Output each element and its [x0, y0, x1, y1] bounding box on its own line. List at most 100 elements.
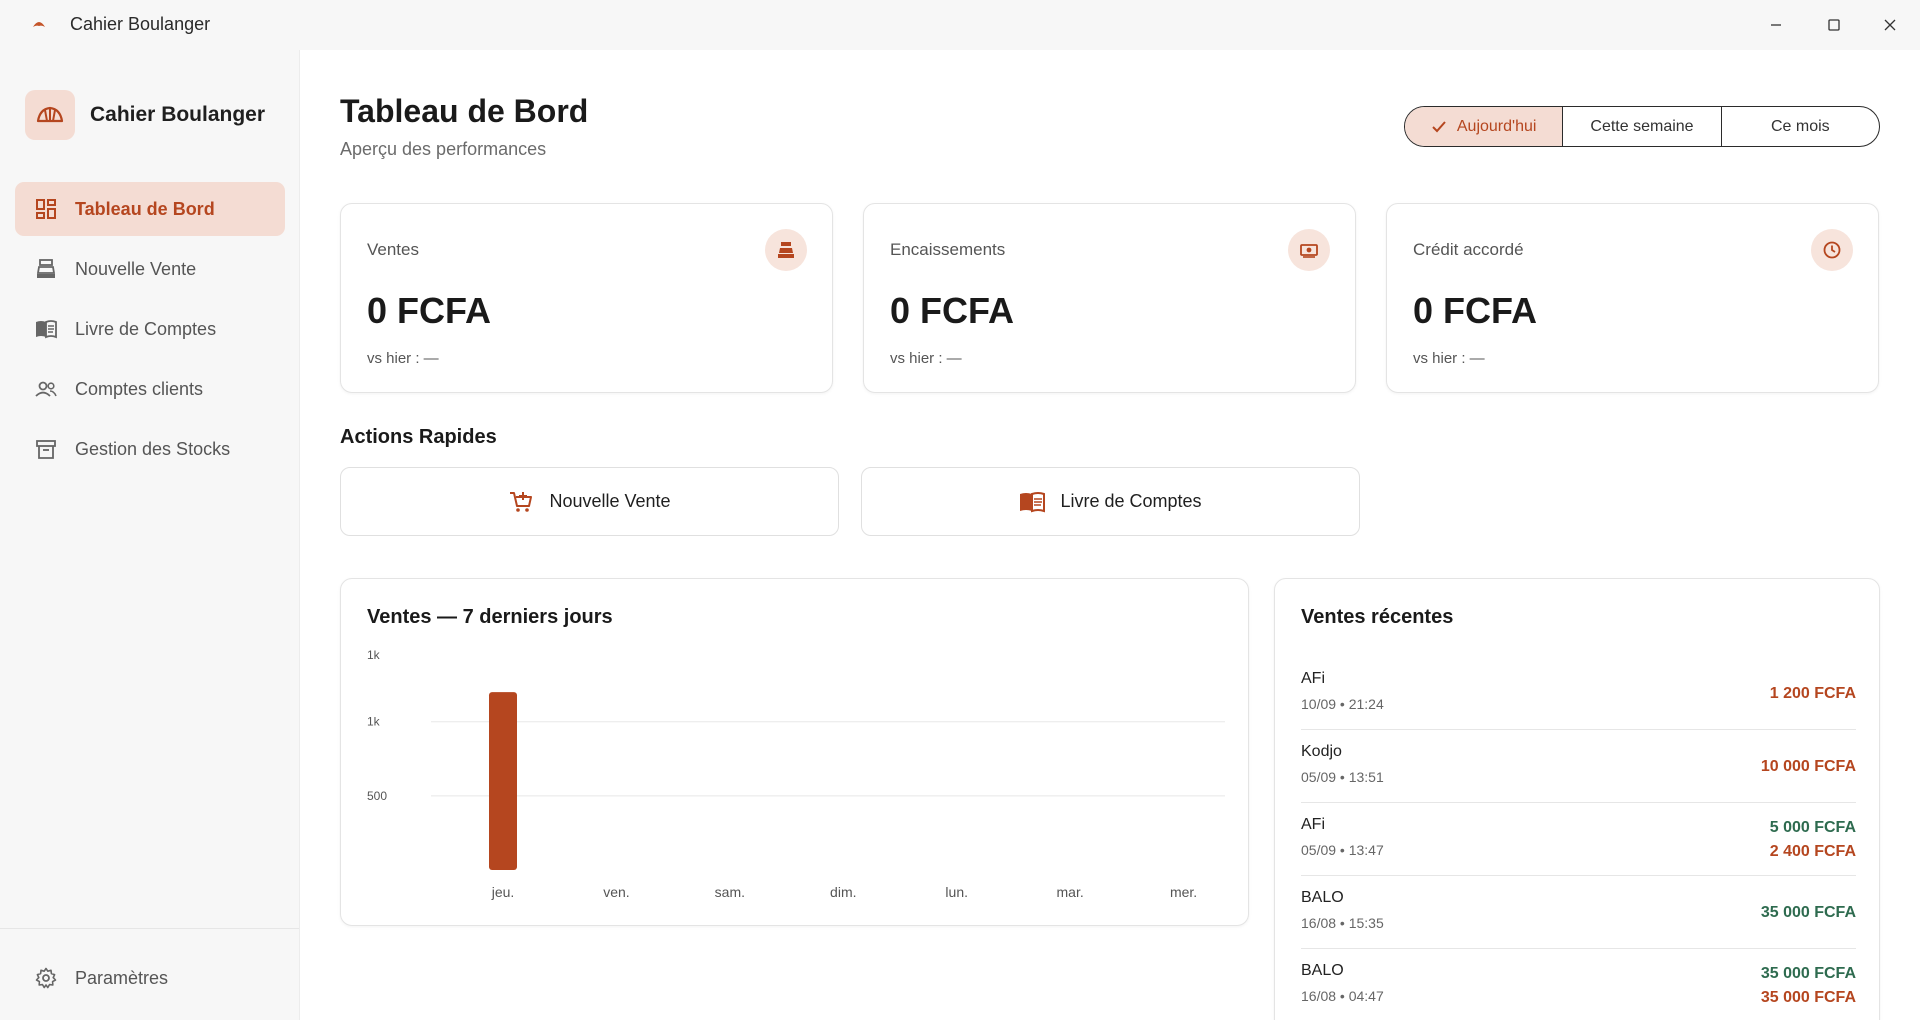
check-icon [1432, 120, 1446, 132]
money-icon [1300, 244, 1318, 258]
recent-sale-row[interactable]: Kodjo 05/09 • 13:51 10 000 FCFA [1301, 730, 1856, 803]
dashboard-icon [35, 198, 57, 220]
quick-actions-title: Actions Rapides [340, 426, 497, 448]
sidebar-footer: Paramètres [0, 928, 299, 1020]
sales-bar-chart: 500 1k 1k jeu. ven. sam. dim. lun. mar. mer. [367, 648, 1225, 900]
x-tick-label: lun. [945, 884, 968, 900]
stat-card-collections: Encaissements 0 FCFA vs hier : — [863, 203, 1356, 393]
quick-ledger-button[interactable]: Livre de Comptes [861, 467, 1360, 536]
stat-value: 0 FCFA [1413, 290, 1538, 331]
sales-chart-panel: Ventes — 7 derniers jours 500 1k 1k jeu. ven… [340, 578, 1249, 926]
x-tick-label: sam. [715, 884, 745, 900]
sale-datetime: 16/08 • 04:47 [1301, 988, 1384, 1004]
archive-icon [35, 438, 57, 460]
sidebar: Cahier Boulanger Tableau de Bord Nouvell… [0, 50, 300, 1020]
y-tick-label: 1k [367, 715, 381, 729]
sidebar-item-stocks[interactable]: Gestion des Stocks [15, 422, 285, 476]
cart-plus-icon [510, 491, 533, 512]
stat-value: 0 FCFA [890, 290, 1015, 331]
stat-compare: vs hier : — [1413, 350, 1485, 367]
stat-badge [765, 229, 807, 271]
x-tick-label: dim. [830, 884, 856, 900]
customer-name: AFi [1301, 816, 1325, 833]
period-week-button[interactable]: Cette semaine [1562, 107, 1720, 146]
y-tick-label: 500 [367, 789, 387, 803]
window-titlebar: Cahier Boulanger [0, 0, 1920, 50]
period-month-button[interactable]: Ce mois [1720, 107, 1879, 146]
stat-label: Crédit accordé [1413, 240, 1524, 259]
gear-icon [35, 967, 57, 989]
quick-action-label: Nouvelle Vente [549, 491, 671, 511]
sale-amount: 10 000 FCFA [1760, 757, 1856, 775]
stat-card-sales: Ventes 0 FCFA vs hier : — [340, 203, 833, 393]
sale-datetime: 05/09 • 13:51 [1301, 769, 1384, 785]
stat-badge [1288, 229, 1330, 271]
period-week-label: Cette semaine [1590, 117, 1694, 135]
page-subtitle: Aperçu des performances [340, 139, 547, 159]
sidebar-nav: Tableau de Bord Nouvelle Vente Livre de … [15, 182, 285, 482]
customer-name: AFi [1301, 670, 1325, 687]
quick-action-label: Livre de Comptes [1060, 491, 1202, 511]
stat-card-credit: Crédit accordé 0 FCFA vs hier : — [1386, 203, 1879, 393]
sale-amount: 1 200 FCFA [1769, 684, 1856, 702]
sidebar-item-dashboard[interactable]: Tableau de Bord [15, 182, 285, 236]
sale-amount: 35 000 FCFA [1760, 903, 1856, 921]
recent-sale-row[interactable]: AFi 10/09 • 21:24 1 200 FCFA [1301, 657, 1856, 730]
sale-amounts: 1 200 FCFA [1770, 657, 1856, 730]
main-content: Tableau de Bord Aperçu des performances … [300, 50, 1920, 1020]
stat-badge [1811, 229, 1853, 271]
sidebar-item-new-sale[interactable]: Nouvelle Vente [15, 242, 285, 296]
customer-name: BALO [1301, 889, 1344, 906]
period-filter: Aujourd'hui Cette semaine Ce mois [1404, 106, 1880, 147]
chart-bar[interactable] [489, 692, 517, 870]
minimize-button[interactable] [1763, 12, 1789, 38]
recent-sale-row[interactable]: AFi 05/09 • 13:47 5 000 FCFA 2 400 FCFA [1301, 803, 1856, 876]
maximize-icon [1828, 19, 1840, 31]
recent-sales-list: AFi 10/09 • 21:24 1 200 FCFA Kodjo 05/09 • 1… [1301, 657, 1856, 1020]
sale-datetime: 10/09 • 21:24 [1301, 696, 1384, 712]
period-month-label: Ce mois [1770, 117, 1830, 135]
settings-button[interactable]: Paramètres [15, 953, 285, 1003]
window-title: Cahier Boulanger [70, 14, 211, 34]
sidebar-item-label: Tableau de Bord [75, 198, 215, 219]
close-button[interactable] [1877, 12, 1903, 38]
people-icon [35, 378, 57, 400]
book-icon [35, 318, 57, 340]
y-tick-label: 1k [367, 648, 381, 662]
period-today-label: Aujourd'hui [1456, 117, 1537, 135]
page-title: Tableau de Bord [340, 93, 589, 129]
brand-name: Cahier Boulanger [90, 103, 266, 126]
customer-name: BALO [1301, 962, 1344, 979]
sale-amounts: 35 000 FCFA [1761, 876, 1856, 949]
sale-datetime: 16/08 • 15:35 [1301, 915, 1384, 931]
x-tick-label: ven. [603, 884, 629, 900]
settings-label: Paramètres [75, 967, 169, 988]
sale-amount: 35 000 FCFA [1760, 988, 1856, 1006]
sale-amounts: 10 000 FCFA [1761, 730, 1856, 803]
brand-logo [25, 90, 75, 140]
clock-icon [1823, 241, 1841, 259]
minimize-icon [1771, 24, 1781, 26]
stat-label: Ventes [367, 240, 419, 259]
sidebar-item-ledger[interactable]: Livre de Comptes [15, 302, 285, 356]
recent-sale-row[interactable]: BALO 16/08 • 15:35 35 000 FCFA [1301, 876, 1856, 949]
x-tick-label: mar. [1057, 884, 1084, 900]
sidebar-item-label: Gestion des Stocks [75, 438, 231, 459]
maximize-button[interactable] [1821, 12, 1847, 38]
recent-sale-row[interactable]: BALO 16/08 • 04:47 35 000 FCFA 35 000 FCFA [1301, 949, 1856, 1020]
croissant-icon [36, 106, 64, 123]
croissant-icon [33, 22, 45, 27]
period-today-button[interactable]: Aujourd'hui [1405, 107, 1563, 146]
recent-sales-title: Ventes récentes [1301, 606, 1454, 628]
chart-title: Ventes — 7 derniers jours [367, 606, 613, 628]
sale-amount: 2 400 FCFA [1769, 842, 1856, 860]
x-tick-label: jeu. [491, 884, 515, 900]
sidebar-item-label: Livre de Comptes [75, 318, 217, 339]
sidebar-item-customers[interactable]: Comptes clients [15, 362, 285, 416]
recent-sales-panel: Ventes récentes AFi 10/09 • 21:24 1 200 FC… [1274, 578, 1880, 1020]
quick-new-sale-button[interactable]: Nouvelle Vente [340, 467, 839, 536]
cash-register-icon [778, 242, 794, 258]
stat-compare: vs hier : — [890, 350, 962, 367]
sidebar-item-label: Nouvelle Vente [75, 258, 197, 279]
stat-compare: vs hier : — [367, 350, 439, 367]
